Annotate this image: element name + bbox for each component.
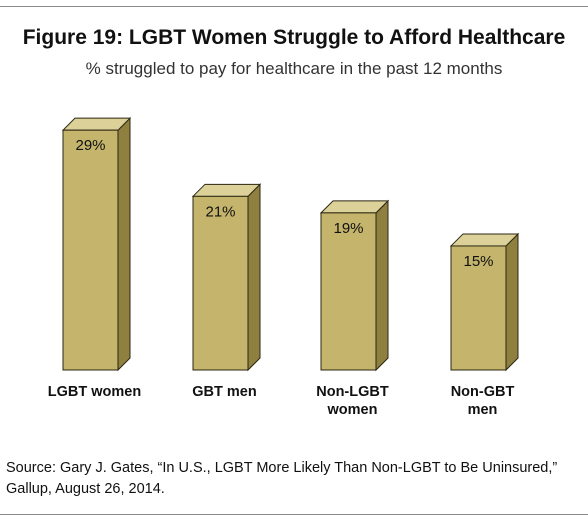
data-label: 15% xyxy=(463,253,493,270)
bar-chart: 29% LGBT women 21% GBT men 19% Non-LGBT women 1… xyxy=(48,116,520,418)
bar xyxy=(192,195,249,371)
source-note: Source: Gary J. Gates, “In U.S., LGBT Mo… xyxy=(6,460,558,497)
chart-subtitle: % struggled to pay for healthcare in the… xyxy=(85,59,503,78)
bar-top xyxy=(319,200,390,214)
bar-top xyxy=(191,183,262,197)
category-label: Non-LGBT xyxy=(316,384,389,400)
category-label: women xyxy=(327,402,378,418)
category-label: GBT men xyxy=(192,384,256,400)
bar xyxy=(320,212,377,371)
bar-side xyxy=(117,116,131,372)
bar-side xyxy=(505,232,519,372)
bar xyxy=(450,245,507,371)
category-label: LGBT women xyxy=(48,384,141,400)
bar-top xyxy=(449,233,520,247)
bar-side xyxy=(247,183,261,372)
bar xyxy=(62,129,119,371)
category-label: Non-GBT xyxy=(451,384,515,400)
category-label: men xyxy=(468,402,498,418)
bottom-rule xyxy=(0,514,588,515)
data-label: 29% xyxy=(75,137,105,154)
bar-side xyxy=(375,199,389,372)
data-label: 19% xyxy=(333,220,363,237)
bar-top xyxy=(61,117,132,131)
top-rule xyxy=(0,6,588,7)
chart-title: Figure 19: LGBT Women Struggle to Afford… xyxy=(22,26,566,49)
data-label: 21% xyxy=(205,203,235,220)
